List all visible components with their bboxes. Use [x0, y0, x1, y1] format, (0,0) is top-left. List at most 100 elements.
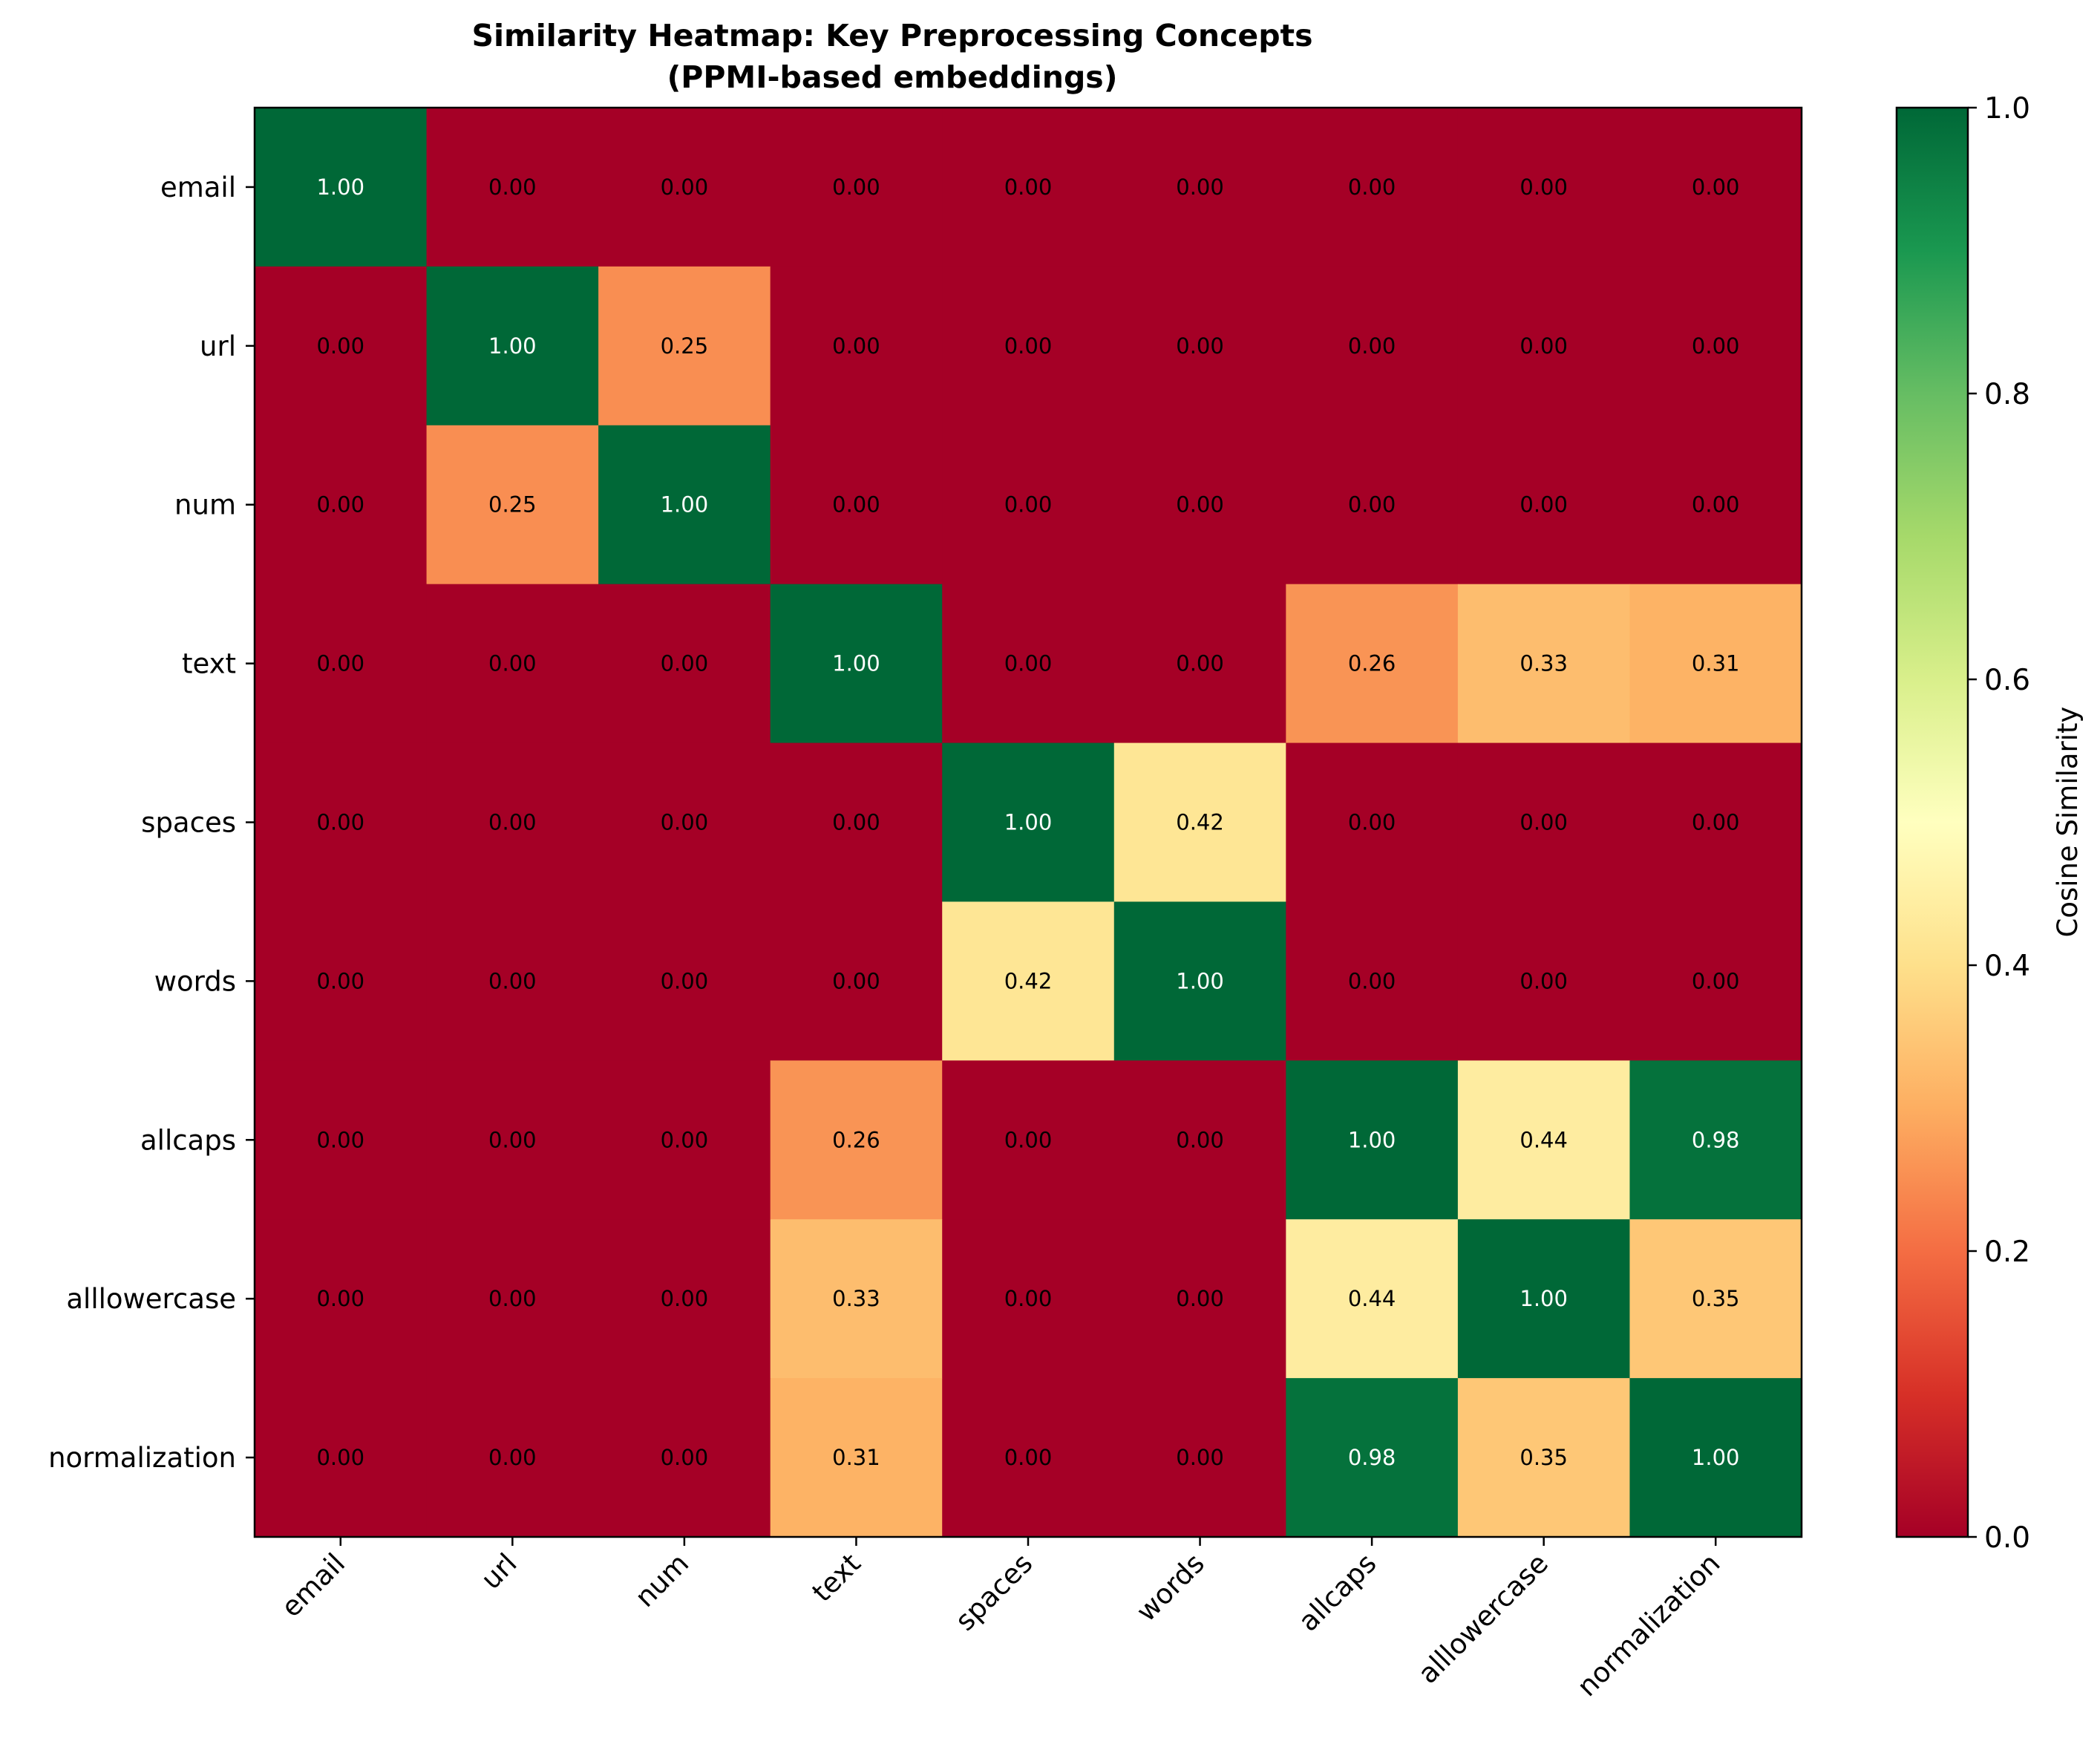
- heatmap-cell: [1629, 1378, 1802, 1538]
- heatmap-cell-value: 0.00: [1692, 968, 1740, 993]
- heatmap-cell-value: 0.00: [316, 1127, 364, 1152]
- heatmap-cell: [1286, 425, 1459, 585]
- y-tick-label: alllowercase: [66, 1283, 236, 1315]
- heatmap-cell: [1457, 1378, 1631, 1538]
- heatmap-cell: [1113, 425, 1286, 585]
- heatmap-cell-value: 0.00: [316, 1445, 364, 1470]
- heatmap-cell-value: 0.00: [1692, 492, 1740, 518]
- heatmap-cell-value: 0.00: [1520, 174, 1568, 200]
- heatmap-cell-value: 0.00: [1004, 333, 1053, 359]
- heatmap-cell-value: 0.98: [1348, 1445, 1396, 1470]
- heatmap-cell: [1629, 901, 1802, 1061]
- heatmap-cell-value: 0.00: [1176, 174, 1224, 200]
- heatmap-cell: [1629, 1219, 1802, 1379]
- heatmap-cell: [1629, 742, 1802, 903]
- heatmap-cell: [1113, 1219, 1286, 1379]
- chart-title: Similarity Heatmap: Key Preprocessing Co…: [471, 18, 1312, 53]
- heatmap-cell-value: 0.00: [1692, 174, 1740, 200]
- colorbar-tick-label: 0.2: [1984, 1235, 2030, 1269]
- heatmap-cell-value: 0.00: [1520, 810, 1568, 835]
- heatmap-cell: [770, 108, 943, 267]
- heatmap-cell: [770, 584, 943, 744]
- heatmap-cell-value: 0.00: [488, 1445, 537, 1470]
- colorbar-ticks: 0.0 0.2 0.4 0.6 0.8 1.0: [1968, 92, 2030, 1555]
- heatmap-cell-value: 0.00: [488, 1127, 537, 1152]
- heatmap-cell: [598, 901, 771, 1061]
- heatmap-cell-value: 0.00: [1004, 1286, 1053, 1311]
- y-tick-label: allcaps: [140, 1124, 236, 1156]
- heatmap-cell: [1286, 108, 1459, 267]
- y-axis: email url num text spaces words allcaps alllowe…: [48, 172, 255, 1474]
- heatmap-cell: [770, 742, 943, 903]
- heatmap-cell: [426, 266, 599, 426]
- heatmap-cell: [942, 266, 1115, 426]
- heatmap-cell-value: 0.00: [488, 651, 537, 676]
- heatmap-cell: [255, 901, 428, 1061]
- heatmap-cell-value: 0.00: [832, 810, 880, 835]
- heatmap-cell: [598, 1378, 771, 1538]
- heatmap-cell-value: 0.44: [1520, 1127, 1568, 1152]
- heatmap-cell: [426, 1378, 599, 1538]
- y-tick-label: normalization: [48, 1442, 236, 1474]
- chart-subtitle: (PPMI-based embeddings): [667, 59, 1118, 95]
- y-tick-label: num: [174, 489, 236, 521]
- heatmap-cell: [942, 1219, 1115, 1379]
- heatmap-cell: [426, 425, 599, 585]
- heatmap-cell: [255, 1060, 428, 1220]
- heatmap-cell: [942, 584, 1115, 744]
- colorbar-tick-label: 0.4: [1984, 950, 2030, 983]
- heatmap-cell-value: 0.00: [488, 968, 537, 993]
- heatmap-cell-value: 0.42: [1176, 810, 1224, 835]
- heatmap-cell: [1113, 266, 1286, 426]
- heatmap-cell-value: 0.35: [1520, 1445, 1568, 1470]
- heatmap-cell-value: 0.00: [1348, 810, 1396, 835]
- heatmap-cell-value: 0.00: [832, 968, 880, 993]
- heatmap-cell-value: 0.25: [661, 333, 709, 359]
- heatmap-cell-value: 0.00: [1176, 651, 1224, 676]
- heatmap-cell: [1286, 1219, 1459, 1379]
- heatmap-cell-labels: 1.00 0.00 0.00 0.00 0.00 0.00 0.00 0.00 0.00 0.00…: [316, 174, 1739, 1470]
- heatmap-cell-value: 0.00: [1004, 651, 1053, 676]
- heatmap-cell-value: 0.00: [1692, 810, 1740, 835]
- heatmap-cell: [770, 1219, 943, 1379]
- colorbar-gradient: [1895, 106, 1969, 1538]
- y-tick-label: text: [182, 648, 236, 680]
- heatmap-cell: [770, 1378, 943, 1538]
- heatmap-cell: [1457, 584, 1631, 744]
- colorbar-tick-label: 1.0: [1984, 92, 2030, 125]
- heatmap-cell: [255, 742, 428, 903]
- x-tick-label: words: [1131, 1547, 1211, 1627]
- heatmap-cell-value: 0.00: [832, 492, 880, 518]
- heatmap-cell-value: 0.00: [1348, 333, 1396, 359]
- x-tick-label: alllowercase: [1412, 1547, 1554, 1690]
- heatmap-cell-value: 1.00: [1520, 1286, 1568, 1311]
- heatmap-cell: [1457, 901, 1631, 1061]
- heatmap-cell-value: 0.31: [832, 1445, 880, 1470]
- heatmap-cell: [426, 584, 599, 744]
- x-tick-label: allcaps: [1292, 1547, 1383, 1638]
- heatmap-cell: [426, 742, 599, 903]
- heatmap-cell-value: 0.00: [488, 810, 537, 835]
- heatmap-cell-value: 0.00: [1520, 492, 1568, 518]
- heatmap-cell: [1113, 1378, 1286, 1538]
- heatmap-cell: [598, 108, 771, 267]
- heatmap-cell-value: 0.26: [1348, 651, 1396, 676]
- heatmap-cell: [255, 425, 428, 585]
- heatmap-cell-value: 0.26: [832, 1127, 880, 1152]
- x-tick-label: normalization: [1571, 1547, 1726, 1702]
- y-tick-label: email: [160, 172, 236, 203]
- heatmap-cell: [1113, 901, 1286, 1061]
- heatmap-cells: [255, 108, 1802, 1538]
- heatmap-cell: [598, 584, 771, 744]
- heatmap-cell-value: 1.00: [488, 333, 537, 359]
- x-tick-label: url: [475, 1547, 523, 1596]
- heatmap-cell-value: 0.00: [1176, 492, 1224, 518]
- heatmap-cell: [1286, 266, 1459, 426]
- heatmap-cell: [1286, 901, 1459, 1061]
- heatmap-cell: [1457, 108, 1631, 267]
- heatmap-cell-value: 0.98: [1692, 1127, 1740, 1152]
- heatmap-cell: [1629, 1060, 1802, 1220]
- heatmap-cell: [598, 1219, 771, 1379]
- heatmap-cell-value: 0.00: [1348, 968, 1396, 993]
- heatmap-cell: [1457, 425, 1631, 585]
